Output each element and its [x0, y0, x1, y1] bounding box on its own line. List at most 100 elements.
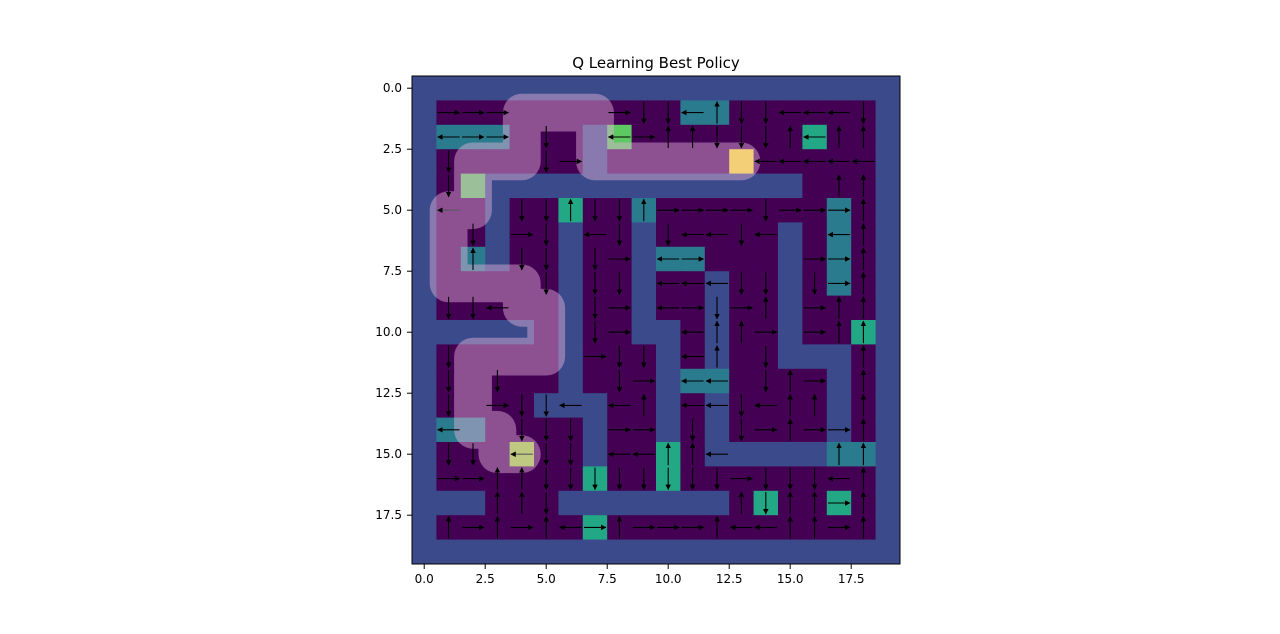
wall-cell: [826, 76, 852, 101]
x-tick-label: 7.5: [598, 572, 617, 586]
floor-cell: [460, 368, 486, 394]
wall-cell: [558, 344, 584, 370]
wall-cell: [412, 124, 437, 150]
wall-cell: [729, 539, 754, 565]
wall-cell: [412, 442, 437, 467]
wall-cell: [558, 539, 584, 565]
floor-cell: [534, 368, 559, 394]
wall-cell: [778, 344, 803, 370]
floor-cell: [460, 173, 486, 199]
wall-cell: [412, 417, 437, 443]
floor-cell: [680, 149, 706, 174]
x-axis: 0.0 2.5 5.0 7.5 10.0 12.5 15.0 17.5: [415, 564, 865, 586]
floor-cell: [729, 368, 754, 394]
floor-cell: [534, 320, 559, 345]
wall-cell: [778, 173, 803, 199]
wall-cell: [753, 76, 779, 101]
wall-cell: [778, 442, 803, 467]
wall-cell: [412, 76, 437, 101]
wall-cell: [778, 246, 803, 272]
floor-cell: [631, 149, 657, 174]
wall-cell: [582, 76, 608, 101]
wall-cell: [704, 539, 730, 565]
wall-cell: [704, 490, 730, 516]
x-tick-label: 2.5: [476, 572, 495, 586]
floor-cell: [460, 344, 486, 370]
wall-cell: [582, 442, 608, 467]
wall-cell: [631, 173, 657, 199]
wall-cell: [412, 490, 437, 516]
wall-cell: [485, 539, 510, 565]
wall-cell: [558, 222, 584, 248]
floor-cell: [460, 198, 486, 223]
wall-cell: [412, 198, 437, 223]
wall-cell: [826, 393, 852, 418]
floor-cell: [460, 271, 486, 296]
wall-cell: [704, 173, 730, 199]
x-tick-label: 10.0: [655, 572, 682, 586]
wall-cell: [485, 173, 510, 199]
plot-frame: [411, 75, 901, 565]
floor-cell: [509, 271, 535, 296]
best-path-line: [429, 93, 761, 474]
wall-cell: [778, 539, 803, 565]
wall-cell: [802, 539, 828, 565]
floor-cell: [582, 100, 608, 126]
wall-cell: [656, 417, 681, 443]
wall-cell: [875, 442, 901, 467]
wall-cell: [436, 490, 462, 516]
wall-cell: [582, 490, 608, 516]
y-tick-label: 2.5: [383, 142, 402, 156]
wall-cell: [875, 344, 901, 370]
wall-cell: [875, 198, 901, 223]
wall-cell: [534, 173, 559, 199]
wall-cell: [412, 539, 437, 565]
wall-cell: [509, 539, 535, 565]
wall-cell: [412, 466, 437, 492]
wall-cell: [509, 320, 535, 345]
wall-cell: [607, 490, 632, 516]
wall-cell: [436, 539, 462, 565]
wall-cell: [851, 539, 876, 565]
wall-cell: [680, 490, 706, 516]
x-tick-label: 17.5: [838, 572, 865, 586]
wall-cell: [607, 76, 632, 101]
wall-cell: [802, 76, 828, 101]
wall-cell: [778, 76, 803, 101]
wall-cell: [778, 295, 803, 321]
wall-cell: [509, 173, 535, 199]
wall-cell: [631, 271, 657, 296]
wall-cell: [436, 320, 462, 345]
wall-cell: [680, 539, 706, 565]
floor-cell: [534, 100, 559, 126]
wall-cell: [631, 76, 657, 101]
x-tick-label: 15.0: [777, 572, 804, 586]
wall-cell: [534, 76, 559, 101]
wall-cell: [656, 76, 681, 101]
wall-cell: [582, 149, 608, 174]
floor-cell: [607, 149, 632, 174]
x-tick-label: 5.0: [537, 572, 556, 586]
wall-cell: [460, 76, 486, 101]
wall-cell: [875, 149, 901, 174]
floor-cell: [509, 149, 535, 174]
y-tick-label: 15.0: [375, 447, 402, 461]
floor-cell: [436, 222, 462, 248]
floor-cell: [485, 344, 510, 370]
wall-cell: [582, 173, 608, 199]
wall-cell: [875, 100, 901, 126]
wall-cell: [558, 173, 584, 199]
floor-cell: [485, 271, 510, 296]
wall-cell: [558, 320, 584, 345]
policy-arrows: [437, 101, 875, 539]
wall-cell: [680, 76, 706, 101]
wall-cell: [412, 368, 437, 394]
wall-cell: [631, 295, 657, 321]
wall-cell: [875, 173, 901, 199]
floor-cell: [460, 393, 486, 418]
wall-cell: [729, 76, 754, 101]
wall-cell: [582, 393, 608, 418]
wall-cell: [460, 490, 486, 516]
wall-cell: [485, 320, 510, 345]
